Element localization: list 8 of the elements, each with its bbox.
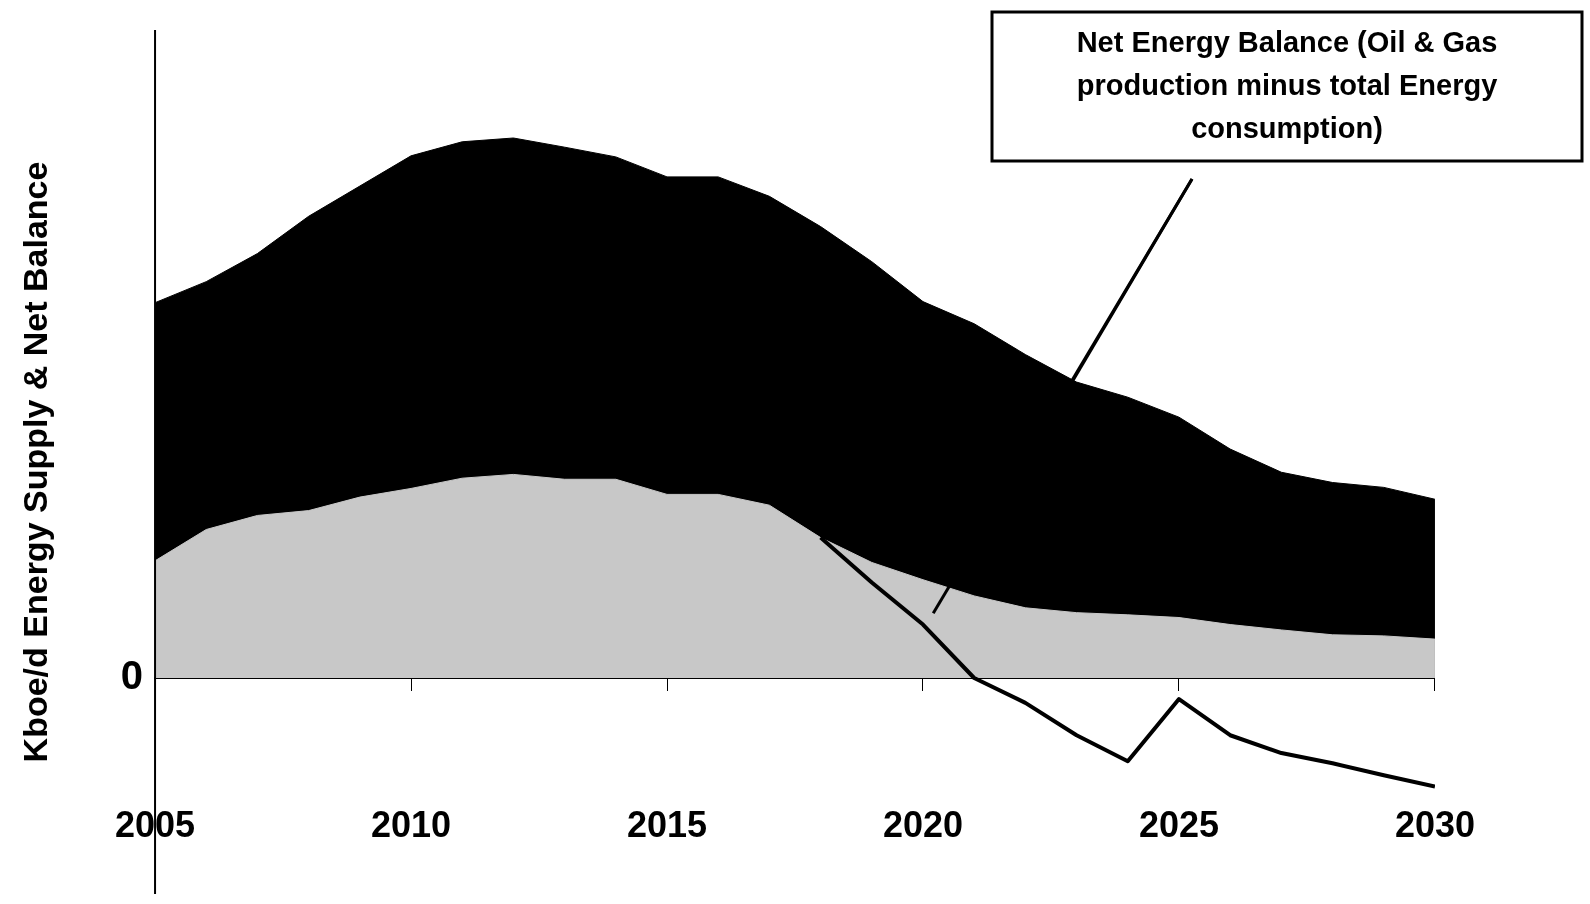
text: 0: [120, 653, 144, 698]
x-tick-label: 2020: [882, 803, 964, 845]
x-tick-label: 2010: [370, 803, 452, 845]
x-tick-label: 2015: [626, 803, 708, 845]
x-tick-label: 2030: [1394, 803, 1475, 845]
x-tick-label: 2025: [1138, 803, 1220, 845]
annotation: Net Energy Balance (Oil & Gas production minus total Energy consumption): [1076, 26, 1498, 144]
y-axis-title: Kboe/d Energy Supply & Net Balance: [16, 161, 55, 763]
